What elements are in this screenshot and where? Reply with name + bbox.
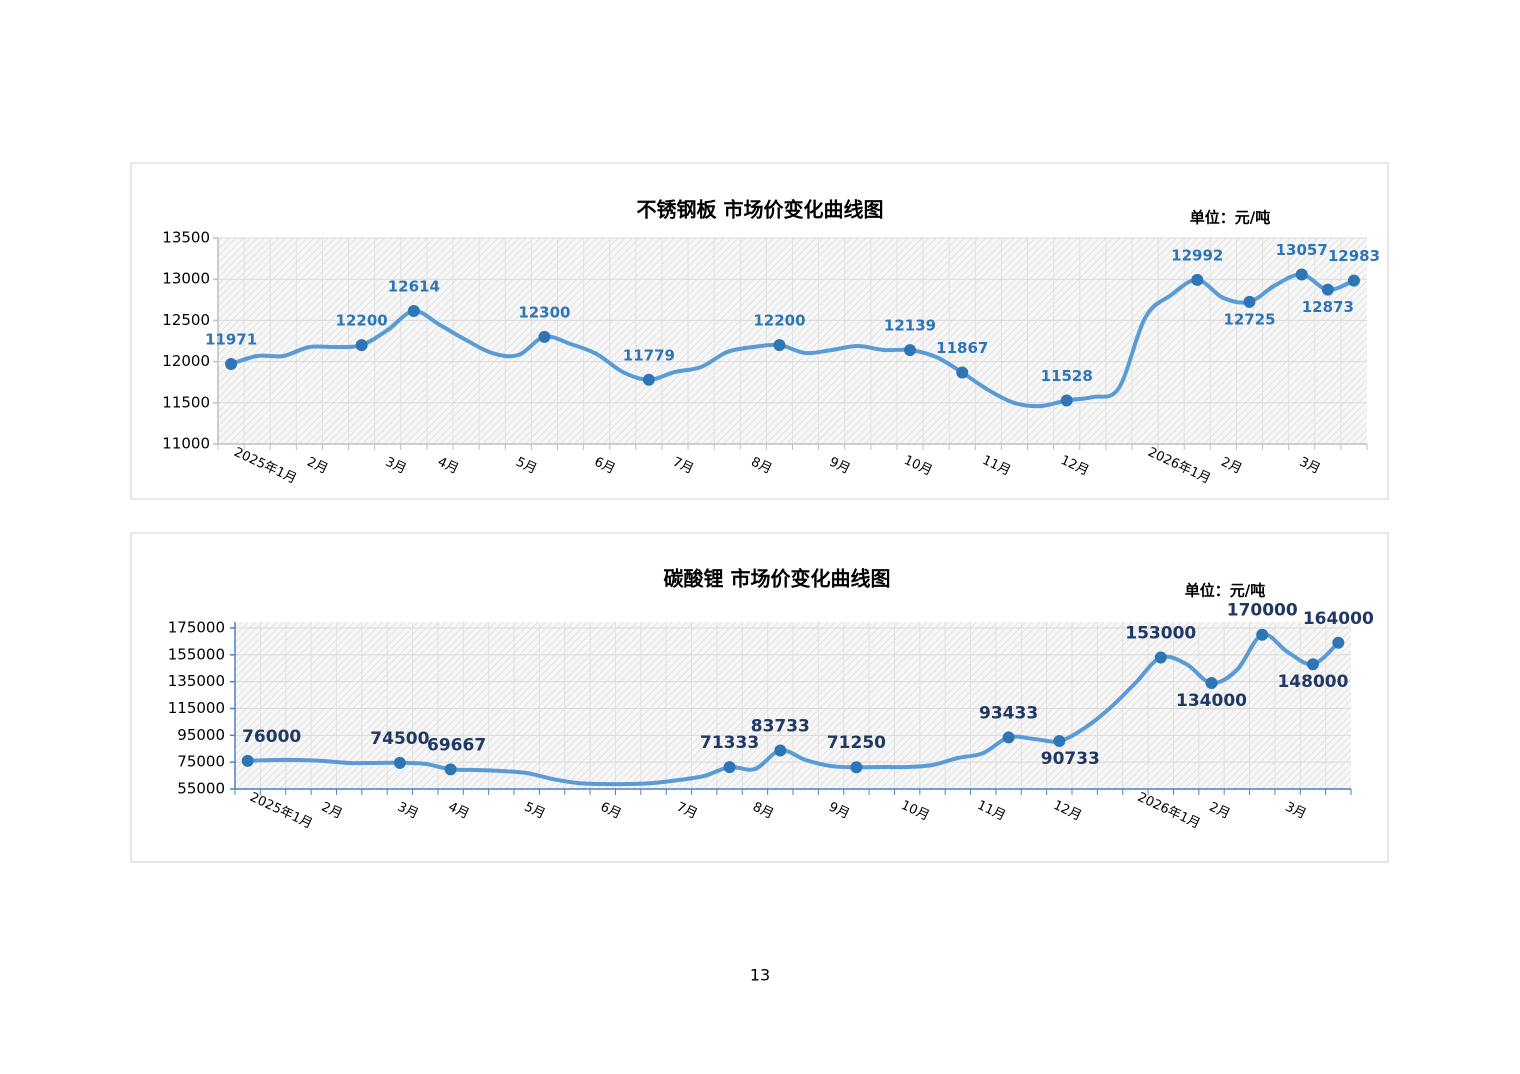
data-point [774,744,787,757]
unit-label: 单位：元/吨 [1185,582,1265,600]
data-label: 90733 [1041,749,1100,769]
data-point [1306,658,1319,671]
data-point [407,305,420,318]
data-label: 12614 [388,278,440,296]
data-point [904,344,917,357]
y-tick-label: 13500 [162,229,210,247]
data-label: 12200 [753,312,805,330]
chart-title: 不锈钢板 市场价变化曲线图 [637,198,884,222]
y-tick-label: 135000 [168,672,225,690]
y-tick-label: 115000 [168,699,225,717]
data-label: 170000 [1227,601,1298,621]
data-point [1243,295,1256,308]
data-label: 76000 [242,727,301,747]
data-point [355,339,368,352]
data-point [1295,268,1308,281]
chart-title: 碳酸锂 市场价变化曲线图 [664,567,891,591]
data-point [850,761,863,774]
data-label: 164000 [1303,609,1374,629]
data-point [538,330,551,343]
data-point [723,761,736,774]
y-tick-label: 13000 [162,270,210,288]
data-label: 12200 [336,312,388,330]
data-label: 83733 [751,716,810,736]
data-label: 11867 [936,339,988,357]
y-tick-label: 175000 [168,619,225,637]
data-point [1321,283,1334,296]
data-point [393,756,406,769]
data-point [1191,273,1204,286]
y-tick-label: 155000 [168,645,225,663]
data-label: 71333 [700,733,759,753]
y-tick-label: 11500 [162,393,210,411]
data-label: 11971 [205,330,257,348]
data-label: 12873 [1302,298,1354,316]
y-tick-label: 55000 [177,780,225,798]
data-label: 148000 [1277,672,1348,692]
data-point [1256,628,1269,641]
page-number: 13 [750,966,770,985]
data-label: 12992 [1171,246,1223,264]
data-point [241,754,254,767]
y-tick-label: 11000 [162,435,210,453]
data-point [1347,274,1360,287]
data-label: 11779 [623,346,675,364]
data-label: 12983 [1328,247,1380,265]
unit-label: 单位：元/吨 [1190,209,1270,227]
data-point [956,366,969,379]
data-point [1002,731,1015,744]
data-label: 153000 [1125,624,1196,644]
data-label: 12300 [518,303,570,321]
data-label: 13057 [1276,241,1328,259]
data-point [642,373,655,386]
data-label: 93433 [979,703,1038,723]
y-tick-label: 95000 [177,726,225,744]
data-label: 69667 [427,735,486,755]
y-tick-label: 75000 [177,753,225,771]
data-point [1154,651,1167,664]
data-label: 11528 [1041,367,1093,385]
y-tick-label: 12500 [162,311,210,329]
data-label: 74500 [370,729,429,749]
data-point [1060,394,1073,407]
data-point [773,339,786,352]
data-point [1332,636,1345,649]
data-label: 71250 [827,733,886,753]
data-label: 134000 [1176,691,1247,711]
data-label: 12725 [1223,310,1275,328]
y-tick-label: 12000 [162,352,210,370]
data-point [1205,677,1218,690]
data-point [225,357,238,370]
data-point [444,763,457,776]
data-label: 12139 [884,317,936,335]
data-point [1053,735,1066,748]
